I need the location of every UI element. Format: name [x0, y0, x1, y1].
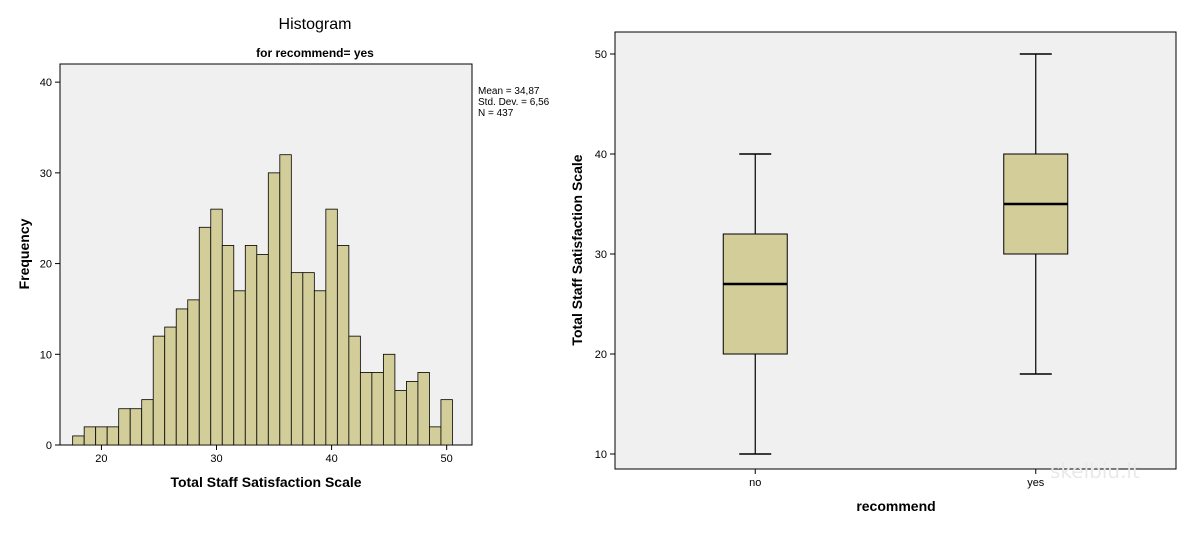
histogram-bar [72, 435, 85, 446]
x-tick-label: 40 [325, 453, 337, 465]
x-tick-label: yes [1027, 477, 1045, 489]
x-tick-label: no [749, 477, 761, 489]
histogram-bar [83, 426, 97, 446]
y-tick-label: 40 [40, 77, 52, 89]
y-tick-label: 40 [595, 149, 607, 161]
histogram-bar [198, 226, 212, 446]
histogram-bar [95, 426, 108, 446]
x-tick-label: 50 [441, 453, 453, 465]
y-tick-label: 30 [595, 249, 607, 261]
histogram-chart: Histogram for recommend= yes 0 10 20 30 40 2… [16, 16, 550, 490]
histogram-bar [313, 290, 327, 446]
histogram-bar [175, 308, 189, 446]
y-tick-label: 10 [595, 449, 607, 461]
histogram-bar [267, 172, 281, 446]
histogram-bar [233, 290, 246, 446]
histogram-bar [336, 245, 350, 446]
histogram-x-ticks: 20 30 40 50 [95, 445, 453, 465]
histogram-bar [417, 372, 430, 446]
y-tick-label: 20 [595, 349, 607, 361]
histogram-bar [221, 245, 235, 446]
histogram-bar [429, 426, 442, 446]
histogram-bar [440, 399, 453, 446]
histogram-bar [359, 372, 373, 446]
histogram-bar [106, 426, 120, 446]
histogram-bar [210, 208, 223, 446]
histogram-title: Histogram [279, 16, 352, 33]
histogram-bar [394, 390, 407, 446]
boxplot-plot-area [614, 31, 1177, 470]
stats-n: N = 437 [478, 108, 514, 119]
y-tick-label: 0 [46, 440, 52, 452]
x-tick-label: 20 [95, 453, 107, 465]
y-tick-label: 50 [595, 49, 607, 61]
histogram-bar [256, 254, 269, 446]
y-tick-label: 10 [40, 349, 52, 361]
histogram-x-axis-label: Total Staff Satisfaction Scale [170, 474, 361, 490]
stats-mean: Mean = 34,87 [478, 86, 540, 97]
histogram-bar [129, 408, 143, 446]
histogram-bar [382, 353, 396, 446]
histogram-bar [118, 408, 131, 446]
boxplot-boxes [722, 53, 1069, 455]
box-no [722, 233, 788, 355]
boxplot-y-axis-label: Total Staff Satisfaction Scale [569, 154, 585, 345]
histogram-bar [152, 335, 166, 446]
histogram-subtitle: for recommend= yes [256, 46, 374, 60]
histogram-y-ticks: 0 10 20 30 40 [40, 77, 60, 452]
boxplot-x-axis-label: recommend [856, 498, 935, 514]
watermark: skelbiu.lt [1050, 459, 1140, 483]
boxplot-x-ticks: no yes [749, 469, 1045, 489]
histogram-bar [302, 272, 315, 446]
histogram-y-axis-label: Frequency [16, 218, 32, 289]
histogram-stats-legend: Mean = 34,87 Std. Dev. = 6,56 N = 437 [478, 86, 550, 119]
histogram-bar [187, 299, 200, 446]
histogram-bar [406, 381, 419, 446]
x-tick-label: 30 [210, 453, 222, 465]
histogram-bar [244, 245, 258, 446]
histogram-bar [371, 372, 384, 446]
stats-std-dev: Std. Dev. = 6,56 [478, 97, 550, 108]
histogram-bar [290, 272, 304, 446]
histogram-bar [141, 399, 154, 446]
histogram-bar [279, 154, 292, 446]
histogram-bar [164, 326, 177, 446]
histogram-bars [72, 154, 453, 446]
histogram-bar [325, 208, 338, 446]
y-tick-label: 30 [40, 168, 52, 180]
boxplot-y-ticks: 10 20 30 40 50 [595, 49, 615, 461]
histogram-bar [348, 335, 361, 446]
y-tick-label: 20 [40, 259, 52, 271]
boxplot-chart: 10 20 30 40 50 no yes recommend Total Staff S… [569, 31, 1177, 514]
